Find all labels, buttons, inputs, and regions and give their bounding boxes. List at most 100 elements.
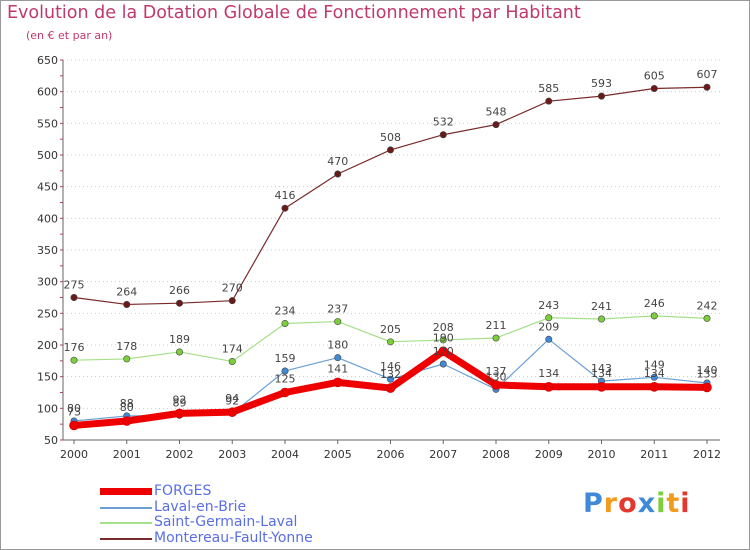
data-label-forges: 134 xyxy=(644,367,665,380)
data-label-saint-germain-laval: 237 xyxy=(327,303,348,316)
x-tick-label: 2007 xyxy=(429,448,457,461)
data-label-laval-en-brie: 170 xyxy=(433,345,454,358)
data-label-laval-en-brie: 149 xyxy=(644,358,665,371)
data-label-laval-en-brie: 180 xyxy=(327,339,348,352)
data-label-saint-germain-laval: 189 xyxy=(169,333,190,346)
data-label-forges: 92 xyxy=(173,393,187,406)
logo-letter: o xyxy=(618,488,638,519)
data-label-forges: 125 xyxy=(275,373,296,386)
y-tick-label: 600 xyxy=(37,86,58,99)
data-label-montereau-fault-yonne: 264 xyxy=(116,285,137,298)
data-point-laval-en-brie xyxy=(650,373,658,381)
data-label-saint-germain-laval: 234 xyxy=(275,304,296,317)
data-label-forges: 73 xyxy=(67,405,81,418)
chart-subtitle: (en € et par an) xyxy=(26,29,113,42)
y-tick-label: 150 xyxy=(37,371,58,384)
data-point-montereau-fault-yonne xyxy=(492,121,500,129)
data-label-montereau-fault-yonne: 607 xyxy=(697,68,718,81)
data-point-saint-germain-laval xyxy=(545,314,553,322)
y-tick-label: 450 xyxy=(37,181,58,194)
x-tick-label: 2010 xyxy=(588,448,616,461)
data-label-saint-germain-laval: 174 xyxy=(222,342,243,355)
data-point-forges xyxy=(69,420,79,431)
data-label-saint-germain-laval: 178 xyxy=(116,340,137,353)
x-tick-label: 2006 xyxy=(377,448,405,461)
data-label-laval-en-brie: 209 xyxy=(538,320,559,333)
data-point-montereau-fault-yonne xyxy=(597,92,605,100)
data-label-saint-germain-laval: 242 xyxy=(697,299,718,312)
x-tick-label: 2009 xyxy=(535,448,563,461)
y-tick-label: 500 xyxy=(37,149,58,162)
x-tick-label: 2011 xyxy=(640,448,668,461)
legend-label-saint-germain-laval: Saint-Germain-Laval xyxy=(154,514,298,530)
y-tick-label: 50 xyxy=(44,434,58,447)
data-point-montereau-fault-yonne xyxy=(176,299,184,307)
data-point-saint-germain-laval xyxy=(70,356,78,364)
data-point-forges xyxy=(702,382,712,393)
data-label-saint-germain-laval: 246 xyxy=(644,297,665,310)
data-label-montereau-fault-yonne: 266 xyxy=(169,284,190,297)
data-label-saint-germain-laval: 243 xyxy=(538,299,559,312)
data-point-laval-en-brie xyxy=(386,375,394,383)
data-point-saint-germain-laval xyxy=(492,334,500,342)
data-label-montereau-fault-yonne: 270 xyxy=(222,282,243,295)
data-point-saint-germain-laval xyxy=(228,357,236,365)
data-point-montereau-fault-yonne xyxy=(334,170,342,178)
data-label-laval-en-brie: 146 xyxy=(380,360,401,373)
data-point-forges xyxy=(174,408,185,419)
data-point-saint-germain-laval xyxy=(650,312,658,320)
data-label-forges: 141 xyxy=(327,362,348,375)
legend-label-montereau-fault-yonne: Montereau-Fault-Yonne xyxy=(154,529,313,546)
logo-letter: t xyxy=(666,488,681,519)
chart-title: Evolution de la Dotation Globale de Fonc… xyxy=(7,3,581,23)
data-label-forges: 94 xyxy=(225,392,239,405)
data-point-montereau-fault-yonne xyxy=(70,293,78,301)
y-tick-label: 200 xyxy=(37,339,58,352)
data-point-saint-germain-laval xyxy=(597,315,605,323)
data-label-laval-en-brie: 130 xyxy=(486,370,507,383)
data-point-saint-germain-laval xyxy=(176,348,184,356)
data-point-saint-germain-laval xyxy=(439,336,447,344)
logo-letter: i xyxy=(656,488,667,519)
data-label-saint-germain-laval: 211 xyxy=(486,319,507,332)
data-point-montereau-fault-yonne xyxy=(281,204,289,212)
data-label-laval-en-brie: 92 xyxy=(225,394,239,407)
data-point-saint-germain-laval xyxy=(123,355,131,363)
data-point-forges xyxy=(649,381,660,392)
data-point-forges xyxy=(438,346,449,357)
x-tick-label: 2004 xyxy=(271,448,299,461)
x-tick-label: 2005 xyxy=(324,448,352,461)
legend-swatch-montereau-fault-yonne xyxy=(100,537,152,540)
legend-swatch-forges xyxy=(100,488,152,495)
data-label-saint-germain-laval: 176 xyxy=(64,341,85,354)
data-label-saint-germain-laval: 205 xyxy=(380,323,401,336)
data-label-forges: 80 xyxy=(120,401,134,414)
series-line-montereau-fault-yonne xyxy=(73,86,708,306)
data-point-saint-germain-laval xyxy=(334,318,342,326)
y-tick-label: 650 xyxy=(37,54,58,67)
data-point-montereau-fault-yonne xyxy=(439,131,447,139)
data-point-laval-en-brie xyxy=(439,360,447,368)
data-label-montereau-fault-yonne: 416 xyxy=(275,189,296,202)
data-point-montereau-fault-yonne xyxy=(703,83,711,91)
data-label-montereau-fault-yonne: 470 xyxy=(327,155,348,168)
data-label-montereau-fault-yonne: 508 xyxy=(380,131,401,144)
data-point-montereau-fault-yonne xyxy=(123,300,131,308)
legend-swatch-saint-germain-laval xyxy=(100,522,152,524)
data-label-laval-en-brie: 140 xyxy=(697,364,718,377)
y-tick-label: 400 xyxy=(37,212,58,225)
data-point-montereau-fault-yonne xyxy=(545,97,553,105)
data-point-laval-en-brie xyxy=(334,354,342,362)
data-point-saint-germain-laval xyxy=(281,319,289,327)
data-label-saint-germain-laval: 241 xyxy=(591,300,612,313)
y-tick-label: 350 xyxy=(37,244,58,257)
data-point-laval-en-brie xyxy=(545,335,553,343)
legend-label-laval-en-brie: Laval-en-Brie xyxy=(154,498,247,515)
data-label-forges: 137 xyxy=(486,365,507,378)
data-label-laval-en-brie: 80 xyxy=(67,402,81,415)
data-label-forges: 133 xyxy=(697,367,718,380)
data-point-forges xyxy=(121,416,132,426)
data-label-forges: 190 xyxy=(433,331,454,344)
data-point-forges xyxy=(332,377,343,388)
